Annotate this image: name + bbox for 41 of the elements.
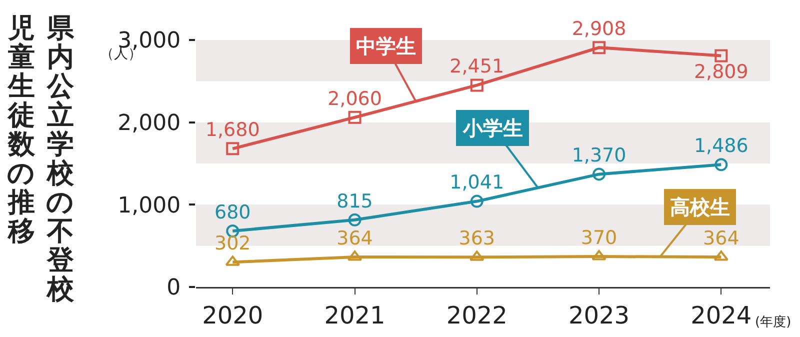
data-label: 680 [214,201,251,224]
data-label: 1,370 [572,144,626,167]
y-tick-label: 1,000 [118,193,181,218]
text: 中学生 [356,34,416,58]
y-tick-label: 2,000 [118,111,181,136]
point [470,78,484,92]
series-label: 高校生 [670,195,730,219]
point [714,250,728,261]
x-tick-label: 2022 [446,301,508,330]
point [714,158,728,172]
point [714,49,728,62]
data-label: 1,486 [694,135,748,158]
data-label: 2,060 [328,88,382,110]
point [592,168,606,181]
x-axis-title: (年度) [755,314,792,330]
x-tick-label: 2024 [690,301,752,330]
y-tick-label: 0 [166,276,181,301]
data-label: 2,908 [572,18,626,40]
data-label: 364 [336,227,373,250]
point [470,194,484,208]
chart-title: 県内公立学校の不登校児童生徒数の推移 [7,13,74,305]
point [592,41,606,54]
text: 小学生 [462,116,523,140]
point [226,142,240,156]
data-label: 815 [336,190,373,212]
point [348,110,362,124]
data-label: 370 [580,226,618,249]
data-label: 364 [703,227,740,250]
point [348,213,362,226]
x-tick-label: 2020 [202,301,264,330]
data-label: 1,041 [450,172,504,194]
data-label: 2,451 [450,56,504,78]
point [225,256,240,266]
data-label: 2,809 [694,60,748,83]
data-label: 1,680 [205,119,260,142]
point [592,250,606,260]
data-label: 302 [214,232,251,255]
data-label: 363 [458,227,496,250]
x-tick-label: 2021 [324,301,386,330]
x-tick-label: 2023 [568,301,630,330]
point [470,250,484,261]
